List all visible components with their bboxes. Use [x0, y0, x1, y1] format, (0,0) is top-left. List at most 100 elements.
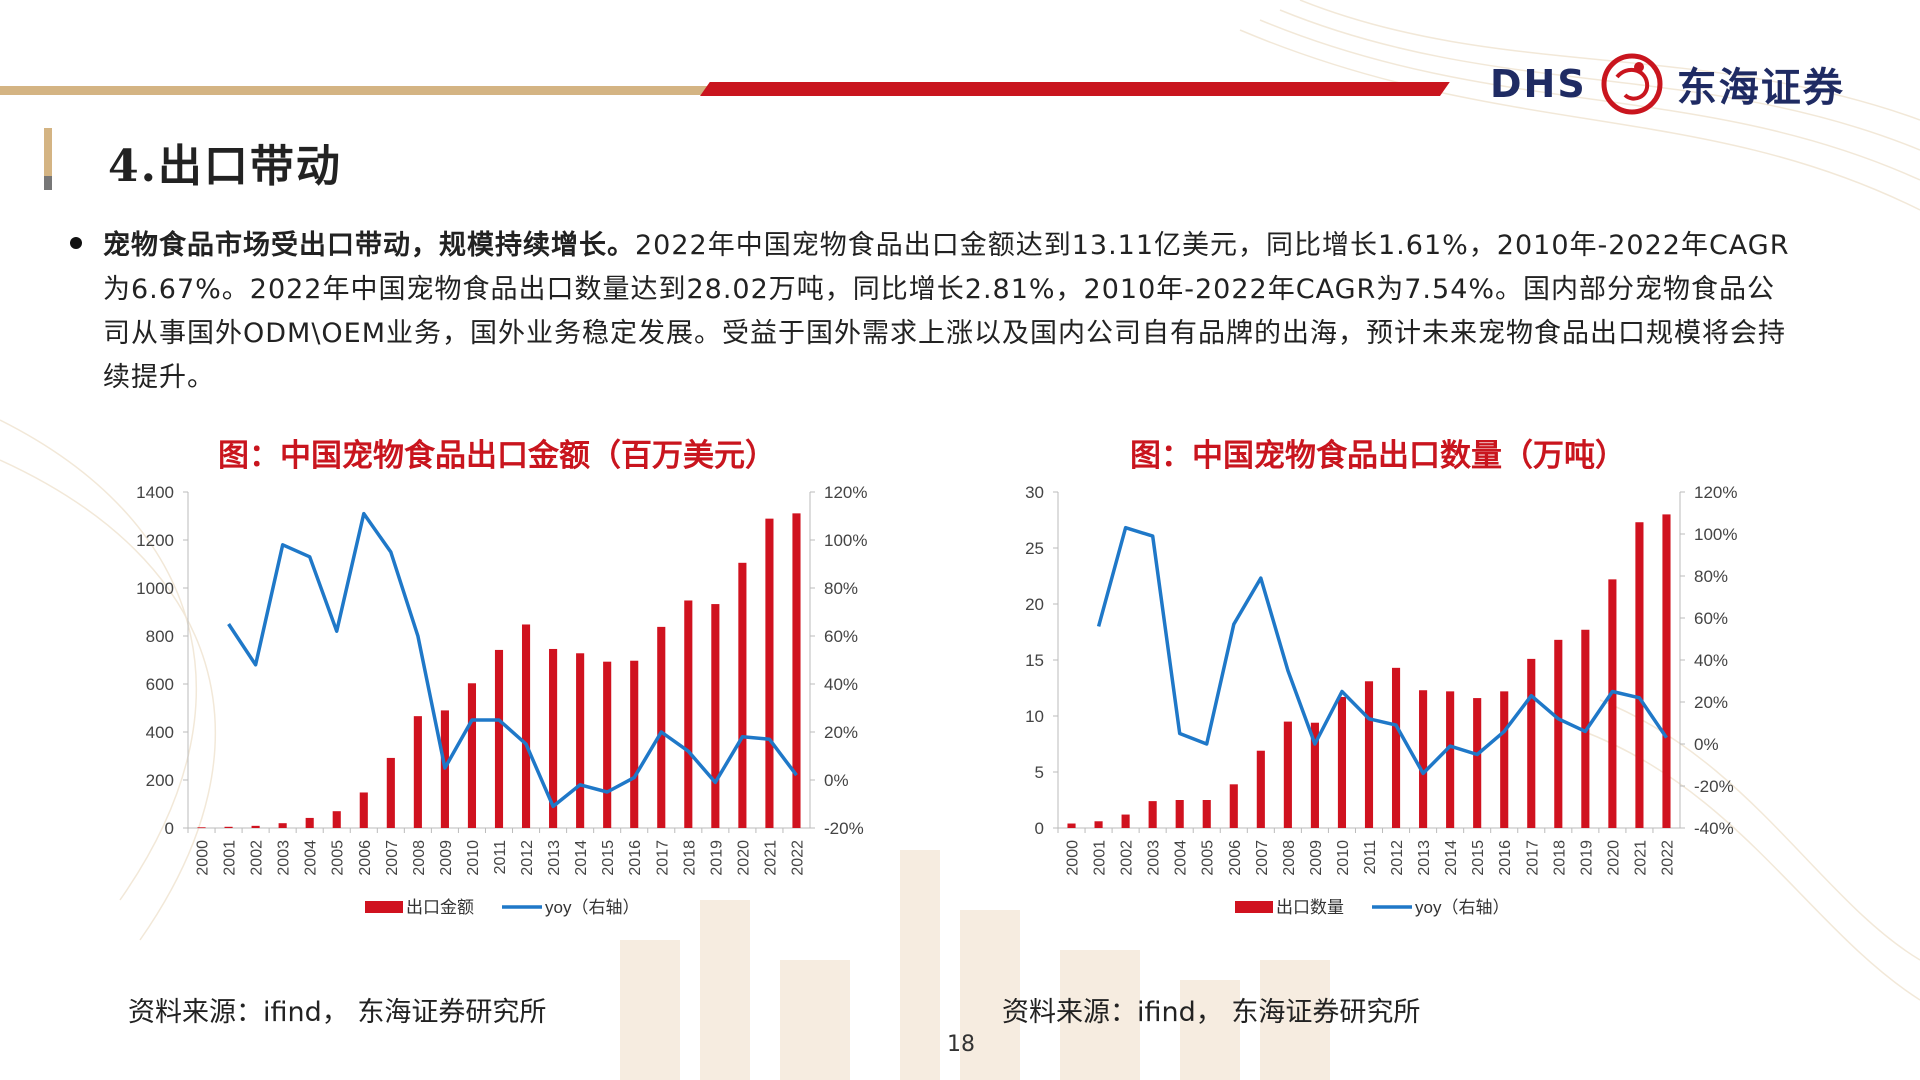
bar-2006 — [1229, 784, 1238, 828]
right-tick-label: 20% — [1694, 693, 1728, 712]
x-tick-label: 2001 — [1092, 840, 1109, 876]
left-tick-label: 0 — [165, 819, 174, 838]
x-tick-label: 2004 — [1173, 840, 1190, 876]
legend-swatch-bar — [365, 901, 403, 913]
x-tick-label: 2020 — [735, 840, 752, 876]
company-logo: DHS 东海证券 — [1490, 48, 1845, 120]
x-tick-label: 2006 — [357, 840, 374, 876]
bar-2011 — [494, 649, 504, 828]
x-tick-label: 2009 — [438, 840, 455, 876]
x-tick-label: 2022 — [1659, 840, 1676, 876]
bar-2017 — [1527, 658, 1536, 828]
logo-chinese: 东海证券 — [1676, 65, 1845, 111]
title-marker — [44, 128, 52, 190]
left-tick-label: 400 — [146, 723, 174, 742]
bar-2021 — [765, 518, 774, 828]
bar-2010 — [467, 683, 477, 828]
bar-2000 — [197, 827, 206, 829]
yoy-line — [1096, 525, 1668, 776]
left-tick-label: 1000 — [136, 579, 174, 598]
left-tick-label: 200 — [146, 771, 174, 790]
bar-2003 — [1148, 801, 1157, 828]
legend-label-line: yoy（右轴） — [1415, 898, 1509, 917]
bar-2004 — [1175, 800, 1184, 828]
bar-2002 — [251, 825, 260, 828]
x-tick-label: 2011 — [1362, 840, 1379, 875]
bar-2014 — [576, 653, 585, 828]
x-tick-label: 2014 — [573, 840, 590, 876]
bar-2002 — [1121, 814, 1130, 828]
paragraph-body: 2022年中国宠物食品出口金额达到13.11亿美元，同比增长1.61%，2010… — [103, 230, 1790, 393]
bar-2022 — [1662, 514, 1671, 828]
left-tick-label: 10 — [1025, 707, 1044, 726]
bar-2004 — [305, 817, 314, 828]
x-tick-label: 2021 — [762, 840, 779, 876]
bar-2001 — [1094, 821, 1103, 828]
x-tick-label: 2010 — [465, 840, 482, 876]
x-tick-label: 2013 — [1416, 840, 1433, 876]
bar-2017 — [657, 626, 666, 828]
right-tick-label: -40% — [1694, 819, 1734, 838]
bar-2012 — [521, 624, 531, 828]
bar-2013 — [549, 648, 558, 828]
x-tick-label: 2018 — [1551, 840, 1568, 876]
bar-2006 — [359, 792, 368, 828]
chart-title-export-value: 图：中国宠物食品出口金额（百万美元） — [218, 438, 776, 474]
bar-2007 — [1256, 750, 1265, 828]
left-tick-label: 15 — [1025, 651, 1044, 670]
right-tick-label: 60% — [1694, 609, 1728, 628]
dragon-emblem-icon — [1601, 53, 1663, 115]
bar-2020 — [1608, 579, 1617, 828]
bar-2007 — [386, 757, 395, 828]
left-tick-label: 0 — [1035, 819, 1044, 838]
title-marker-grey — [44, 176, 52, 190]
right-tick-label: 20% — [824, 723, 858, 742]
header-accent-bar — [0, 86, 710, 95]
x-tick-label: 2002 — [249, 840, 266, 876]
bar-2011 — [1364, 681, 1374, 828]
bar-2021 — [1635, 522, 1644, 828]
x-tick-label: 2001 — [222, 840, 239, 876]
left-tick-label: 20 — [1025, 595, 1044, 614]
right-tick-label: 100% — [824, 531, 867, 550]
right-tick-label: 0% — [824, 771, 849, 790]
x-tick-label: 2017 — [1524, 840, 1541, 876]
bar-2013 — [1419, 690, 1428, 828]
right-tick-label: -20% — [1694, 777, 1734, 796]
x-tick-label: 2003 — [1146, 840, 1163, 876]
right-tick-label: 100% — [1694, 525, 1737, 544]
x-tick-label: 2000 — [1065, 840, 1082, 876]
x-tick-label: 2010 — [1335, 840, 1352, 876]
left-tick-label: 600 — [146, 675, 174, 694]
bar-2018 — [1554, 639, 1563, 828]
x-tick-label: 2016 — [1497, 840, 1514, 876]
chart-source-left: 资料来源：ifind， 东海证券研究所 — [128, 997, 547, 1028]
bar-2022 — [792, 513, 801, 828]
page-number: 18 — [947, 1032, 975, 1057]
legend-label-bar: 出口金额 — [406, 898, 474, 917]
legend-label-line: yoy（右轴） — [545, 898, 639, 917]
bar-2016 — [1500, 691, 1509, 828]
right-tick-label: 40% — [824, 675, 858, 694]
left-tick-label: 5 — [1035, 763, 1044, 782]
x-tick-label: 2006 — [1227, 840, 1244, 876]
export-value-chart: 0 200 400 600 800 1000 1200 1400 -20% 0% 20% 40% 60%… — [136, 483, 867, 917]
bar-2008 — [1283, 721, 1292, 828]
bullet-icon — [70, 237, 82, 249]
summary-paragraph: 宠物食品市场受出口带动，规模持续增长。2022年中国宠物食品出口金额达到13.1… — [103, 224, 1803, 400]
x-tick-label: 2014 — [1443, 840, 1460, 876]
x-tick-label: 2022 — [789, 840, 806, 876]
bar-2016 — [630, 660, 639, 828]
right-tick-label: 120% — [1694, 483, 1737, 502]
bar-2020 — [738, 562, 747, 828]
x-tick-label: 2019 — [1578, 840, 1595, 876]
x-tick-label: 2007 — [1254, 840, 1271, 876]
bar-2018 — [684, 600, 693, 828]
left-tick-label: 800 — [146, 627, 174, 646]
x-tick-label: 2019 — [708, 840, 725, 876]
chart-title-export-volume: 图：中国宠物食品出口数量（万吨） — [1130, 438, 1626, 474]
legend-swatch-bar — [1235, 901, 1273, 913]
left-tick-label: 1400 — [136, 483, 174, 502]
left-tick-label: 30 — [1025, 483, 1044, 502]
x-tick-label: 2002 — [1119, 840, 1136, 876]
